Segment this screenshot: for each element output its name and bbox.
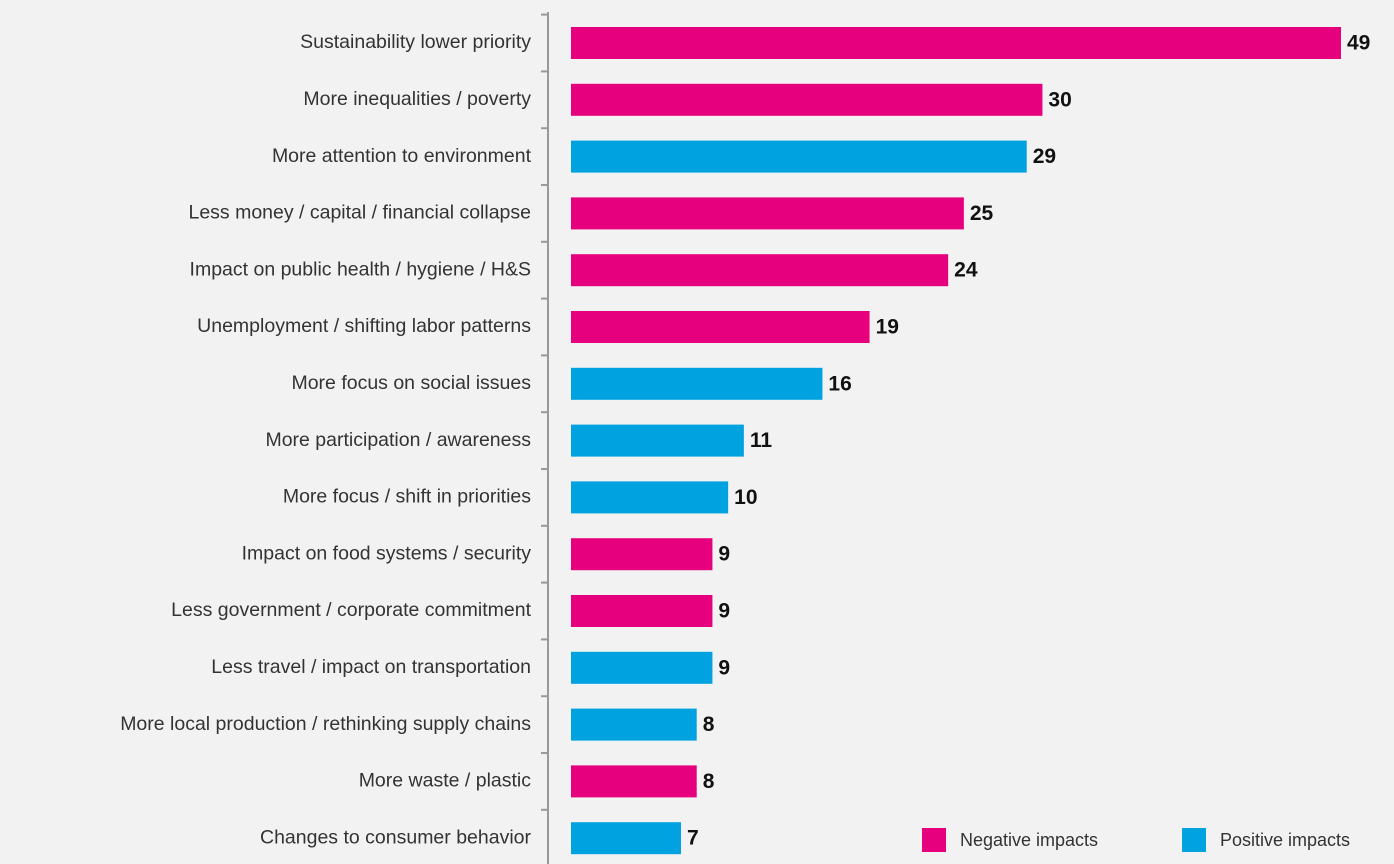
bar: [571, 651, 713, 684]
bar: [571, 481, 729, 514]
value-label: 9: [718, 656, 730, 679]
legend-label: Positive impacts: [1220, 830, 1350, 850]
bar: [571, 424, 744, 457]
bar: [571, 311, 870, 343]
category-label: Impact on public health / hygiene / H&S: [190, 258, 531, 280]
value-label: 30: [1048, 88, 1071, 111]
bar: [571, 197, 964, 230]
category-label: Unemployment / shifting labor patterns: [197, 315, 531, 337]
category-label: Sustainability lower priority: [300, 31, 531, 53]
category-label: More inequalities / poverty: [303, 88, 531, 110]
category-label: More waste / plastic: [359, 770, 532, 792]
bar: [571, 708, 697, 741]
value-label: 49: [1347, 32, 1370, 55]
category-label: More attention to environment: [272, 145, 532, 167]
bar: [571, 83, 1043, 116]
value-label: 9: [718, 600, 730, 623]
bar: [571, 765, 697, 798]
category-label: Less money / capital / financial collaps…: [188, 202, 531, 224]
value-label: 8: [703, 713, 715, 736]
value-label: 24: [954, 259, 978, 282]
bar: [571, 254, 949, 287]
value-label: 29: [1033, 145, 1056, 168]
value-label: 10: [734, 486, 757, 509]
value-label: 11: [750, 429, 773, 452]
category-label: More participation / awareness: [265, 429, 531, 451]
value-label: 9: [718, 543, 730, 566]
value-label: 16: [828, 372, 851, 395]
category-label: More local production / rethinking suppl…: [120, 713, 531, 735]
bar: [571, 538, 713, 571]
bar: [571, 140, 1027, 173]
legend-label: Negative impacts: [960, 830, 1098, 850]
value-label: 25: [970, 202, 994, 225]
category-label: Impact on food systems / security: [242, 542, 532, 564]
bar: [571, 595, 713, 627]
bar: [571, 822, 681, 855]
legend-swatch: [922, 828, 946, 852]
bar: [571, 367, 823, 400]
value-label: 7: [687, 827, 699, 850]
category-label: Less government / corporate commitment: [171, 599, 531, 621]
value-label: 8: [703, 770, 715, 793]
category-label: More focus on social issues: [291, 372, 531, 394]
bar: [571, 27, 1341, 59]
category-label: Less travel / impact on transportation: [211, 656, 531, 678]
category-label: More focus / shift in priorities: [283, 486, 531, 508]
category-label: Changes to consumer behavior: [260, 826, 531, 848]
value-label: 19: [876, 316, 899, 339]
legend-swatch: [1182, 828, 1206, 852]
